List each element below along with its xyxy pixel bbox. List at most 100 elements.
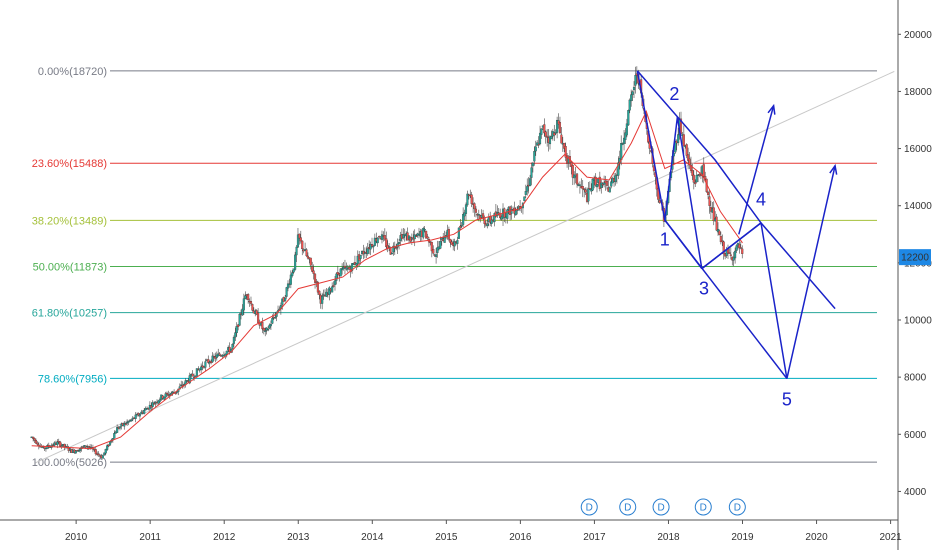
candle-body [537, 144, 540, 146]
candle-body [244, 295, 247, 299]
candle-body [540, 128, 543, 135]
candle-body [477, 213, 480, 216]
candle-body [595, 184, 599, 188]
candle-body [113, 433, 116, 439]
candle-body [351, 263, 354, 271]
candle-body [544, 131, 547, 137]
dividend-marker-label: D [657, 503, 664, 514]
candle-body [628, 99, 631, 111]
x-tick-label: 2019 [731, 532, 754, 543]
y-tick-label: 4000 [904, 487, 927, 498]
candle-body [269, 324, 272, 327]
x-tick-label: 2017 [583, 532, 606, 543]
x-tick-label: 2011 [139, 532, 161, 543]
candle-body [450, 241, 453, 245]
candle-body [257, 312, 260, 323]
candle-body [171, 391, 174, 393]
x-axis[interactable]: 2010 2011 2012 2013 2014 2015 2016 2017 2018 2019… [65, 520, 902, 543]
candle-body [318, 290, 321, 295]
candle-body [436, 247, 439, 253]
candle-body [625, 123, 628, 136]
candle-body [576, 173, 579, 185]
candle-body [490, 219, 493, 224]
candle-body [238, 314, 241, 326]
trend-line[interactable] [35, 70, 895, 464]
arrowhead [767, 103, 776, 115]
candles [30, 66, 744, 460]
candle-body [563, 142, 566, 149]
candle-body [298, 233, 301, 239]
candle-body [355, 262, 358, 266]
candle-body [380, 234, 384, 240]
candle-body [524, 191, 527, 195]
candle-body [107, 444, 110, 447]
candle-body [370, 244, 374, 247]
candle-body [482, 213, 485, 218]
candle-body [466, 193, 469, 206]
candle-body [464, 204, 468, 214]
candle-body [529, 178, 532, 186]
candle-body [695, 175, 698, 183]
candle-body [292, 268, 295, 273]
candle-body [369, 244, 372, 250]
candle-body [268, 324, 271, 329]
y-tick-label: 6000 [904, 430, 927, 441]
candle-body [163, 396, 166, 400]
candle-body [707, 191, 710, 195]
candle-body [423, 229, 426, 231]
candle-body [311, 266, 314, 272]
moving-average [31, 110, 743, 450]
wave-line [636, 70, 666, 221]
candle-body [127, 421, 130, 423]
candle-body [677, 134, 680, 143]
candle-body [294, 254, 297, 270]
trend-line [35, 70, 895, 464]
candle-body [543, 124, 546, 134]
candle-body [225, 350, 228, 355]
candle-body [530, 167, 533, 178]
elliott-wave-pattern[interactable] [636, 70, 838, 380]
candle-body [385, 238, 388, 248]
dividend-marker [580, 498, 598, 516]
candle-body [447, 229, 450, 240]
candle-body [234, 332, 237, 338]
candle-body [372, 245, 375, 248]
candle-body [538, 132, 542, 145]
dividend-marker-label: D [700, 503, 707, 514]
candle-body [550, 136, 553, 139]
candle-body [587, 188, 590, 202]
candle-body [398, 242, 401, 244]
candle-body [614, 175, 617, 183]
candle-body [657, 188, 660, 200]
candle-body [430, 241, 433, 252]
candle-body [241, 308, 244, 316]
candle-body [631, 91, 634, 95]
candle-body [138, 414, 141, 417]
candle-body [570, 162, 573, 168]
candle-body [34, 440, 38, 444]
candle-body [621, 143, 624, 145]
candle-body [94, 449, 97, 455]
candle-body [456, 239, 459, 244]
wave-line [664, 117, 679, 221]
candle-body [218, 353, 221, 356]
candle-body [315, 281, 318, 283]
fibonacci-retracement[interactable]: 0.00%(18720) 23.60%(15488) 38.20%(13489) 50… [32, 66, 877, 469]
candle-body [390, 252, 393, 255]
candle-body [704, 176, 707, 180]
candle-body [79, 448, 82, 451]
wave-line [636, 70, 836, 310]
candle-body [459, 225, 462, 228]
candle-body [514, 210, 517, 216]
candle-body [314, 273, 317, 283]
candle-body [291, 272, 294, 276]
candle-body [439, 241, 442, 249]
dividend-marker-label: D [586, 503, 593, 514]
candle-body [32, 436, 35, 439]
candle-body [531, 162, 534, 167]
candle-body [264, 330, 267, 332]
candle-body [104, 449, 107, 454]
y-tick-label: 14000 [904, 201, 932, 212]
